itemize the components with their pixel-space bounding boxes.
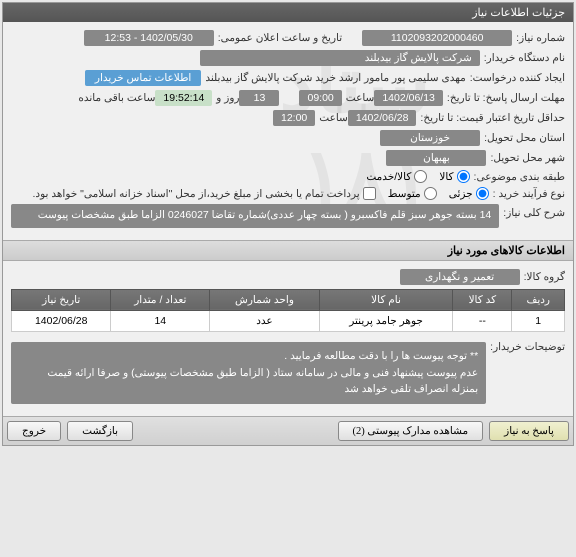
buyer-notes-label: توضیحات خریدار: [486, 338, 565, 353]
announce-date-label: تاریخ و ساعت اعلان عمومی: [214, 32, 342, 44]
price-validity-label: حداقل تاریخ اعتبار قیمت: تا تاریخ: [416, 112, 565, 124]
time-label-2: ساعت [315, 112, 348, 124]
radio-goods-input[interactable] [457, 170, 470, 183]
radio-partial[interactable]: جزئی [449, 187, 489, 200]
back-button[interactable]: بازگشت [67, 421, 133, 441]
creator-label: ایجاد کننده درخواست: [466, 72, 565, 84]
radio-medium-input[interactable] [424, 187, 437, 200]
panel-title: جزئیات اطلاعات نیاز [3, 3, 573, 22]
radio-medium[interactable]: متوسط [388, 187, 437, 200]
attachments-button[interactable]: مشاهده مدارک پیوستی (2) [338, 421, 484, 441]
reply-button[interactable]: پاسخ به نیاز [489, 421, 569, 441]
response-time-value: 09:00 [299, 90, 341, 106]
time-label-1: ساعت [342, 92, 375, 104]
creator-value: مهدی سلیمی پور مامور ارشد خرید شرکت پالا… [201, 72, 465, 84]
treasury-checkbox-input[interactable] [363, 187, 376, 200]
city-value: بهبهان [386, 150, 486, 166]
cell-unit: عدد [210, 310, 320, 331]
th-code: کد کالا [453, 289, 512, 310]
need-title-label: شرح کلی نیاز: [499, 204, 565, 219]
buyer-org-value: شرکت پالایش گاز بیدبلند [200, 50, 480, 66]
th-name: نام کالا [319, 289, 453, 310]
cell-qty: 14 [111, 310, 210, 331]
th-qty: تعداد / متدار [111, 289, 210, 310]
city-label: شهر محل تحویل: [486, 152, 565, 164]
announce-date-value: 1402/05/30 - 12:53 [84, 30, 214, 46]
purchase-type-radios: جزئی متوسط [388, 187, 489, 200]
th-row: ردیف [512, 289, 565, 310]
exit-button[interactable]: خروج [7, 421, 61, 441]
hours-suffix: ساعت باقی مانده [74, 92, 155, 104]
radio-partial-input[interactable] [476, 187, 489, 200]
radio-goods[interactable]: کالا [439, 170, 469, 183]
th-date: تاریخ نیاز [12, 289, 111, 310]
response-deadline-label: مهلت ارسال پاسخ: تا تاریخ: [443, 92, 565, 104]
hours-remain-value: 19:52:14 [155, 90, 212, 106]
goods-group-label: گروه کالا: [520, 271, 565, 283]
cell-name: جوهر جامد پرینتر [319, 310, 453, 331]
response-date-value: 1402/06/13 [374, 90, 443, 106]
th-unit: واحد شمارش [210, 289, 320, 310]
cell-row: 1 [512, 310, 565, 331]
contact-info-button[interactable]: اطلاعات تماس خریدار [85, 70, 201, 86]
province-value: خوزستان [380, 130, 480, 146]
items-section-header: اطلاعات کالاهای مورد نیاز [3, 240, 573, 261]
table-row[interactable]: 1 -- جوهر جامد پرینتر عدد 14 1402/06/28 [12, 310, 565, 331]
need-desc-value: 14 بسته جوهر سبز قلم فاکسبرو ( بسته چهار… [11, 204, 499, 228]
items-table: ردیف کد کالا نام کالا واحد شمارش تعداد /… [11, 289, 565, 332]
items-area: گروه کالا: تعمیر و نگهداری ردیف کد کالا … [3, 261, 573, 416]
table-header-row: ردیف کد کالا نام کالا واحد شمارش تعداد /… [12, 289, 565, 310]
buyer-org-label: نام دستگاه خریدار: [480, 52, 565, 64]
days-remain-value: 13 [239, 90, 279, 106]
category-label: طبقه بندی موضوعی: [470, 171, 565, 183]
cell-date: 1402/06/28 [12, 310, 111, 331]
treasury-checkbox[interactable]: پرداخت تمام یا بخشی از مبلغ خرید،از محل … [29, 187, 376, 200]
need-no-value: 1102093202000460 [362, 30, 512, 46]
footer-bar: پاسخ به نیاز مشاهده مدارک پیوستی (2) باز… [3, 416, 573, 445]
goods-group-value: تعمیر و نگهداری [400, 269, 520, 285]
price-time-value: 12:00 [273, 110, 315, 126]
need-no-label: شماره نیاز: [512, 32, 565, 44]
form-area: ستاد ۱۸۱ شماره نیاز: 1102093202000460 تا… [3, 22, 573, 240]
province-label: استان محل تحویل: [480, 132, 565, 144]
days-suffix: روز و [212, 92, 239, 104]
purchase-type-label: نوع فرآیند خرید : [489, 188, 565, 200]
radio-service-input[interactable] [414, 170, 427, 183]
main-panel: جزئیات اطلاعات نیاز ستاد ۱۸۱ شماره نیاز:… [2, 2, 574, 446]
category-radios: کالا کالا/خدمت [366, 170, 469, 183]
cell-code: -- [453, 310, 512, 331]
buyer-notes-value: ** توجه پیوست ها را با دقت مطالعه فرمایی… [11, 342, 486, 404]
radio-service[interactable]: کالا/خدمت [366, 170, 427, 183]
price-date-value: 1402/06/28 [348, 110, 417, 126]
